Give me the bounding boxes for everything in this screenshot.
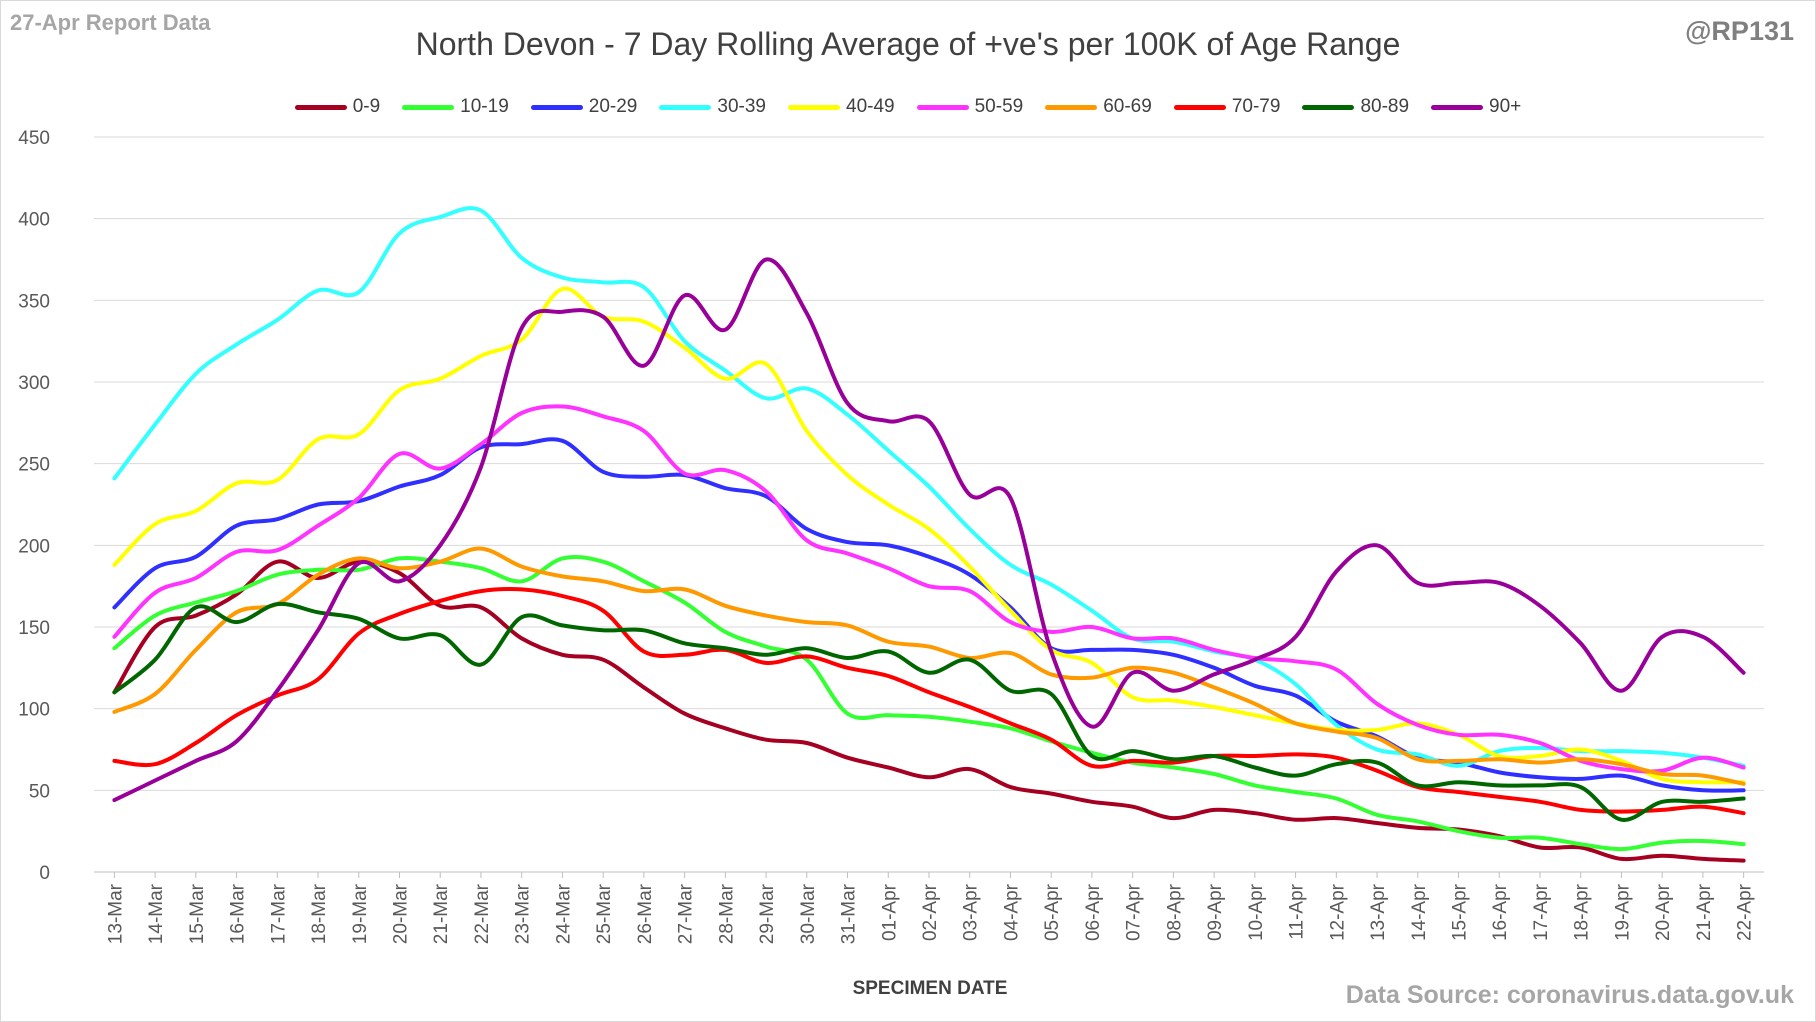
x-tick-label: 07-Apr bbox=[1124, 883, 1145, 941]
x-tick-label: 12-Apr bbox=[1327, 883, 1348, 941]
y-tick-label: 250 bbox=[18, 455, 50, 476]
x-tick-label: 16-Mar bbox=[228, 883, 249, 944]
x-tick-label: 23-Mar bbox=[513, 883, 534, 944]
x-tick-label: 13-Mar bbox=[105, 883, 126, 944]
legend-item: 90+ bbox=[1431, 96, 1521, 118]
legend-label: 20-29 bbox=[588, 96, 638, 117]
legend-label: 40-49 bbox=[846, 96, 895, 117]
legend-item: 10-19 bbox=[402, 96, 509, 118]
x-tick-label: 31-Mar bbox=[839, 883, 860, 944]
x-tick-label: 08-Apr bbox=[1164, 883, 1185, 941]
y-tick-label: 350 bbox=[18, 291, 50, 312]
x-tick-label: 21-Mar bbox=[431, 883, 452, 944]
chart-title: North Devon - 7 Day Rolling Average of +… bbox=[415, 26, 1401, 62]
x-tick-label: 06-Apr bbox=[1083, 883, 1104, 941]
x-tick-label: 19-Apr bbox=[1612, 883, 1633, 941]
legend-swatch bbox=[788, 104, 840, 110]
x-axis-title: SPECIMEN DATE bbox=[852, 978, 1008, 999]
x-tick-label: 29-Mar bbox=[757, 883, 778, 944]
x-tick-label: 18-Apr bbox=[1572, 883, 1593, 941]
x-tick-label: 14-Apr bbox=[1409, 883, 1430, 941]
y-tick-label: 100 bbox=[18, 700, 50, 721]
x-tick-label: 01-Apr bbox=[879, 883, 900, 941]
legend-item: 70-79 bbox=[1173, 96, 1281, 118]
legend-swatch bbox=[294, 104, 347, 110]
x-tick-label: 21-Apr bbox=[1694, 883, 1715, 941]
legend-swatch bbox=[530, 104, 583, 110]
legend-item: 20-29 bbox=[530, 96, 638, 118]
y-tick-label: 300 bbox=[18, 373, 50, 394]
x-tick-label: 14-Mar bbox=[146, 883, 167, 944]
x-tick-label: 24-Mar bbox=[553, 883, 574, 944]
x-tick-label: 27-Mar bbox=[676, 883, 697, 944]
x-tick-label: 18-Mar bbox=[309, 883, 330, 944]
x-tick-label: 03-Apr bbox=[961, 883, 982, 941]
legend-item: 30-39 bbox=[659, 96, 766, 118]
y-tick-label: 200 bbox=[18, 536, 50, 557]
x-tick-label: 04-Apr bbox=[1001, 883, 1022, 941]
x-tick-label: 17-Apr bbox=[1531, 883, 1552, 941]
y-tick-label: 0 bbox=[39, 863, 50, 884]
legend-swatch bbox=[916, 104, 969, 110]
x-tick-label: 30-Mar bbox=[798, 883, 819, 944]
legend-swatch bbox=[1173, 104, 1226, 110]
legend-swatch bbox=[1045, 104, 1098, 110]
legend-swatch bbox=[1302, 104, 1355, 110]
report-date-label: 27-Apr Report Data bbox=[10, 10, 211, 35]
x-tick-label: 28-Mar bbox=[716, 883, 737, 944]
x-tick-label: 15-Mar bbox=[187, 883, 208, 944]
y-tick-label: 150 bbox=[18, 618, 50, 639]
legend-label: 0-9 bbox=[352, 96, 381, 117]
legend-swatch bbox=[402, 104, 455, 110]
x-tick-label: 11-Apr bbox=[1287, 883, 1308, 939]
x-tick-label: 20-Mar bbox=[390, 883, 411, 944]
x-tick-label: 16-Apr bbox=[1490, 883, 1511, 941]
legend-label: 30-39 bbox=[717, 96, 766, 117]
series-line-60-69 bbox=[112, 546, 1746, 786]
x-tick-label: 13-Apr bbox=[1368, 883, 1389, 941]
x-tick-label: 09-Apr bbox=[1205, 883, 1226, 941]
x-tick-label: 02-Apr bbox=[920, 883, 941, 941]
legend-swatch bbox=[659, 104, 712, 110]
series-line-50-59 bbox=[112, 404, 1746, 774]
x-tick-label: 22-Apr bbox=[1735, 883, 1756, 941]
series-line-90+ bbox=[112, 257, 1746, 803]
legend-label: 50-59 bbox=[974, 96, 1024, 117]
x-tick-label: 10-Apr bbox=[1246, 883, 1267, 941]
y-tick-label: 450 bbox=[18, 128, 50, 149]
x-tick-label: 25-Mar bbox=[594, 883, 615, 944]
series-line-0-9 bbox=[112, 559, 1746, 863]
series-line-20-29 bbox=[112, 437, 1746, 793]
legend-item: 80-89 bbox=[1302, 96, 1409, 118]
legend-item: 40-49 bbox=[788, 96, 895, 118]
series-line-40-49 bbox=[112, 286, 1746, 785]
author-handle: @RP131 bbox=[1685, 16, 1794, 46]
legend-label: 60-69 bbox=[1103, 96, 1152, 117]
x-tick-label: 19-Mar bbox=[350, 883, 371, 944]
x-tick-label: 15-Apr bbox=[1450, 883, 1471, 941]
legend-label: 80-89 bbox=[1360, 96, 1410, 117]
chart-legend: 0-9 10-19 20-29 30-39 40-49 50-59 60-69 70-79 80… bbox=[0, 96, 1816, 118]
x-tick-label: 26-Mar bbox=[635, 883, 656, 944]
data-source-label: Data Source: coronavirus.data.gov.uk bbox=[1345, 981, 1794, 1009]
legend-label: 70-79 bbox=[1231, 96, 1281, 117]
legend-swatch bbox=[1431, 104, 1484, 110]
x-tick-label: 17-Mar bbox=[268, 883, 289, 944]
x-tick-label: 22-Mar bbox=[472, 883, 493, 944]
series-line-80-89 bbox=[112, 601, 1746, 822]
x-tick-label: 20-Apr bbox=[1653, 883, 1674, 941]
y-tick-label: 50 bbox=[29, 781, 50, 802]
legend-item: 60-69 bbox=[1045, 96, 1152, 118]
legend-label: 10-19 bbox=[460, 96, 509, 117]
series-line-30-39 bbox=[112, 206, 1746, 768]
legend-item: 50-59 bbox=[916, 96, 1024, 118]
series-line-10-19 bbox=[112, 554, 1746, 852]
series-line-70-79 bbox=[112, 587, 1746, 816]
legend-item: 0-9 bbox=[294, 96, 381, 118]
x-tick-label: 05-Apr bbox=[1042, 883, 1063, 941]
legend-label: 90+ bbox=[1489, 96, 1522, 117]
y-tick-label: 400 bbox=[18, 210, 50, 231]
